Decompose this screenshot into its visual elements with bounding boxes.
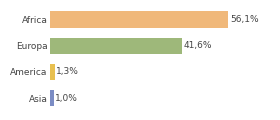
Text: 41,6%: 41,6% [184, 41, 213, 50]
Text: 56,1%: 56,1% [230, 15, 258, 24]
Bar [50, 38, 182, 54]
Bar [50, 90, 53, 106]
Text: 1,0%: 1,0% [55, 94, 78, 103]
Text: 1,3%: 1,3% [56, 67, 79, 76]
Bar [50, 11, 228, 27]
Bar [50, 64, 55, 80]
